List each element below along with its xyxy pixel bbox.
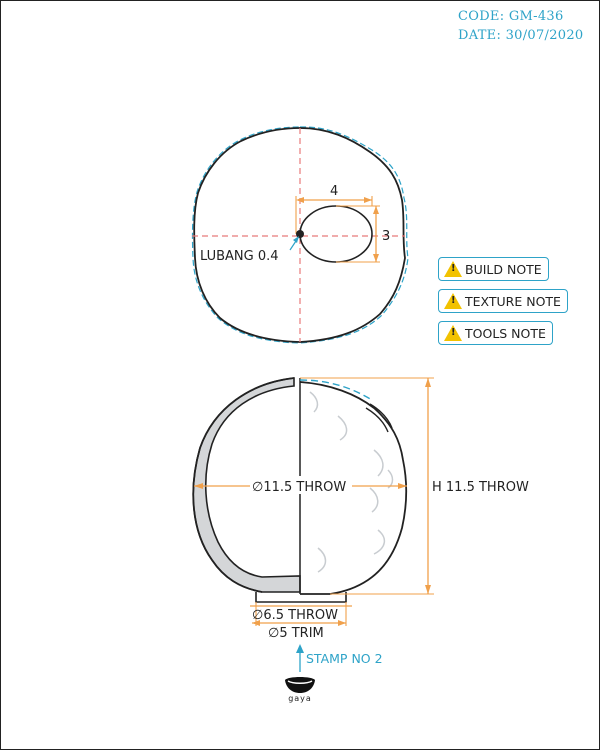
exterior-outline	[299, 381, 408, 595]
hole-width-arrow-right	[364, 197, 372, 203]
trim-arrow-left	[252, 620, 260, 626]
hole-height-label: 3	[382, 229, 390, 244]
side-view: ∅11.5 THROW H 11.5 THROW ∅6.5 THROW ∅5 T…	[192, 377, 529, 641]
hole-width-arrow-left	[296, 197, 304, 203]
stamp-logo-bowl-icon	[285, 677, 315, 693]
code-label: CODE: GM-436	[458, 9, 564, 24]
diameter-arrow-left	[194, 483, 203, 489]
top-view: 4 3 LUBANG 0.4	[191, 126, 409, 344]
diameter-arrow-right	[398, 483, 407, 489]
tools-note-label: TOOLS NOTE	[465, 325, 546, 341]
height-label: H 11.5 THROW	[432, 480, 529, 495]
build-note-label: BUILD NOTE	[465, 261, 542, 277]
texture-note-button[interactable]: ! TEXTURE NOTE	[438, 289, 568, 313]
diameter-label-bg	[250, 476, 352, 494]
height-arrow-top	[425, 378, 431, 387]
rim-dashed-outline	[299, 379, 373, 401]
top-view-hole-ellipse	[299, 205, 373, 263]
tools-note-button[interactable]: ! TOOLS NOTE	[438, 321, 553, 345]
build-note-button[interactable]: ! BUILD NOTE	[438, 257, 549, 281]
section-outer-outline	[192, 377, 295, 593]
base-diameter-label: ∅6.5 THROW	[252, 608, 338, 623]
hole-center-dot	[296, 230, 304, 238]
height-arrow-bottom	[425, 585, 431, 594]
warning-icon: !	[444, 261, 462, 277]
diameter-label: ∅11.5 THROW	[252, 480, 346, 495]
hole-width-label: 4	[330, 184, 338, 199]
hole-height-arrow-bottom	[373, 254, 379, 262]
exterior-slit	[365, 403, 393, 433]
warning-icon: !	[444, 293, 462, 309]
base-foot	[255, 592, 347, 603]
stamp-callout	[285, 644, 315, 693]
stamp-label: STAMP NO 2	[306, 651, 383, 666]
texture-crescents	[309, 391, 394, 573]
stamp-logo-text: gaya	[288, 694, 312, 703]
trim-diameter-label: ∅5 TRIM	[268, 626, 324, 641]
hole-height-arrow-top	[373, 206, 379, 214]
hole-callout-label: LUBANG 0.4	[200, 249, 279, 264]
trim-arrow-right	[338, 620, 346, 626]
texture-note-label: TEXTURE NOTE	[465, 293, 561, 309]
stamp-logo-rim	[287, 680, 313, 684]
date-label: DATE: 30/07/2020	[458, 28, 584, 43]
warning-icon: !	[444, 325, 462, 341]
stamp-arrowhead	[296, 644, 304, 653]
hole-callout-arrowhead	[293, 236, 299, 243]
